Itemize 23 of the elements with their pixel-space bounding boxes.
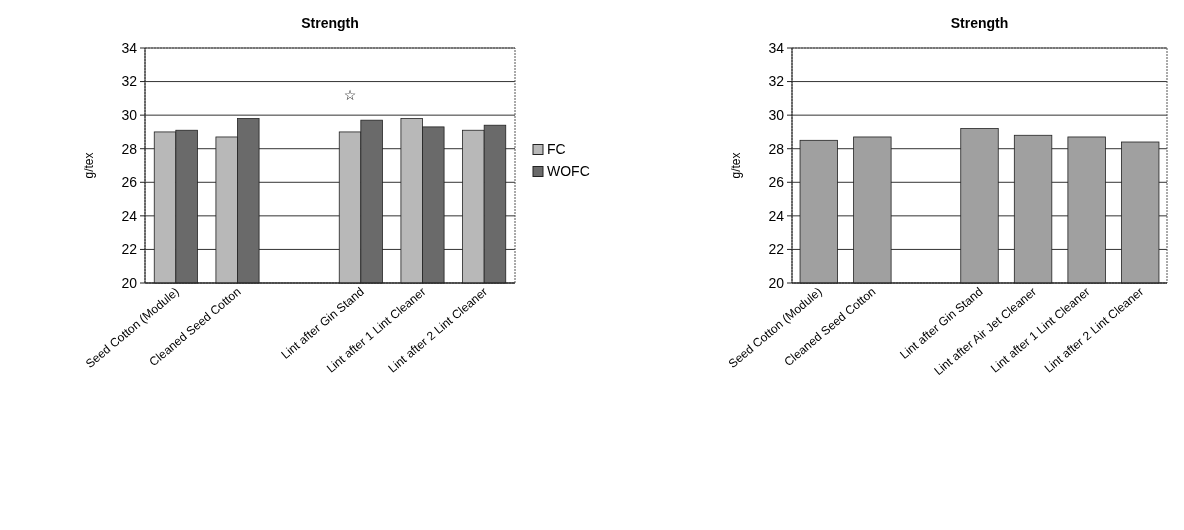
y-tick-label: 32	[768, 73, 785, 90]
y-tick-label: 34	[768, 39, 785, 56]
chart-title: Strength	[950, 15, 1009, 31]
y-tick-label: 28	[121, 140, 138, 157]
y-tick-label: 20	[768, 274, 785, 291]
y-tick-label: 32	[121, 73, 138, 90]
y-tick-label: 24	[121, 207, 138, 224]
y-tick-label: 26	[768, 174, 785, 191]
annotation: ☆	[343, 86, 357, 103]
y-tick-label: 28	[768, 140, 785, 157]
y-tick-label: 30	[121, 107, 138, 124]
y-tick-label: 30	[768, 107, 785, 124]
chart-title: Strength	[301, 15, 359, 31]
y-tick-label: 22	[768, 241, 785, 258]
y-tick-label: 34	[121, 39, 138, 56]
y-tick-label: 26	[121, 174, 138, 191]
legend-label: WOFC	[547, 163, 590, 180]
y-tick-label: 24	[768, 207, 785, 224]
y-tick-label: 22	[121, 241, 138, 258]
y-tick-label: 20	[121, 274, 138, 291]
y-axis-title: g/tex	[82, 152, 96, 179]
y-axis-title: g/tex	[729, 152, 743, 179]
legend-label: FC	[547, 141, 566, 158]
